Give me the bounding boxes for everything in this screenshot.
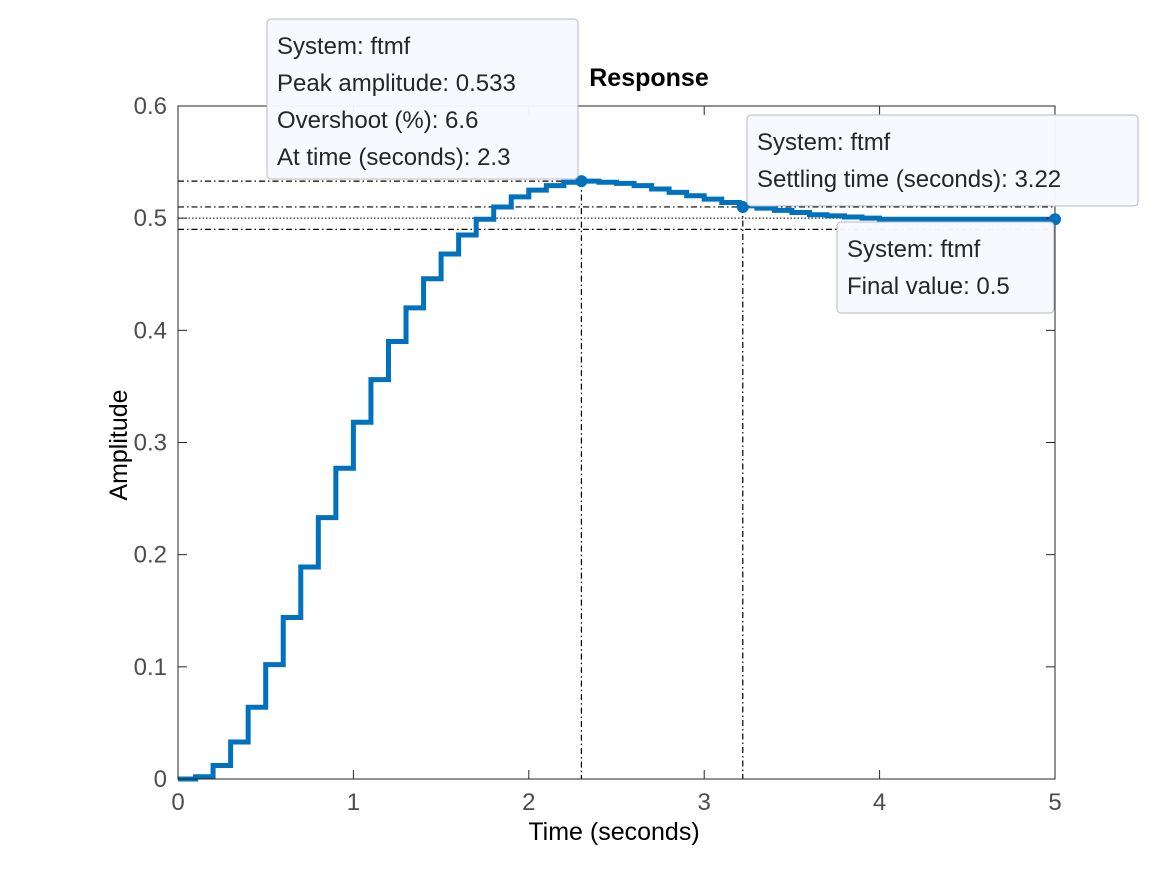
x-tick-label: 1 <box>347 789 360 816</box>
x-tick-label: 5 <box>1048 789 1061 816</box>
peak-datatip-line: System: ftmf <box>277 33 411 60</box>
axis-ticks: 0 1 2 3 4 5 0 0.1 0.2 0.3 0.4 0.5 0.6 <box>134 93 1062 816</box>
peak-datatip-line: At time (seconds): 2.3 <box>277 144 510 171</box>
x-tick-label: 2 <box>522 789 535 816</box>
x-tick-label: 3 <box>698 789 711 816</box>
y-axis-label: Amplitude <box>105 389 133 500</box>
y-tick-label: 0.1 <box>134 654 167 681</box>
settling-datatip-line: Settling time (seconds): 3.22 <box>757 166 1061 193</box>
datatips: System: ftmf Peak amplitude: 0.533 Oversho… <box>266 18 1139 314</box>
final-datatip-line: Final value: 0.5 <box>847 273 1010 300</box>
peak-datatip[interactable]: System: ftmf Peak amplitude: 0.533 Oversho… <box>266 18 579 180</box>
x-tick-label: 0 <box>171 789 184 816</box>
y-tick-label: 0.6 <box>134 93 167 120</box>
peak-datatip-line: Overshoot (%): 6.6 <box>277 107 478 134</box>
y-tick-label: 0 <box>154 766 167 793</box>
y-tick-label: 0.2 <box>134 542 167 569</box>
final-datatip[interactable]: System: ftmf Final value: 0.5 <box>836 221 1055 314</box>
chart-title: Response <box>589 64 709 92</box>
y-tick-label: 0.3 <box>134 430 167 457</box>
settling-datatip[interactable]: System: ftmf Settling time (seconds): 3.2… <box>746 114 1139 207</box>
final-datatip-box <box>836 221 1055 314</box>
peak-datatip-box <box>266 18 579 180</box>
settling-datatip-box <box>746 114 1139 207</box>
y-tick-label: 0.5 <box>134 205 167 232</box>
y-tick-label: 0.4 <box>134 317 167 344</box>
settling-datatip-line: System: ftmf <box>757 129 891 156</box>
peak-marker[interactable] <box>575 175 588 188</box>
final-datatip-line: System: ftmf <box>847 236 981 263</box>
peak-datatip-line: Peak amplitude: 0.533 <box>277 70 516 97</box>
x-tick-label: 4 <box>873 789 886 816</box>
x-axis-label: Time (seconds) <box>528 818 699 846</box>
settling-marker[interactable] <box>736 200 749 213</box>
